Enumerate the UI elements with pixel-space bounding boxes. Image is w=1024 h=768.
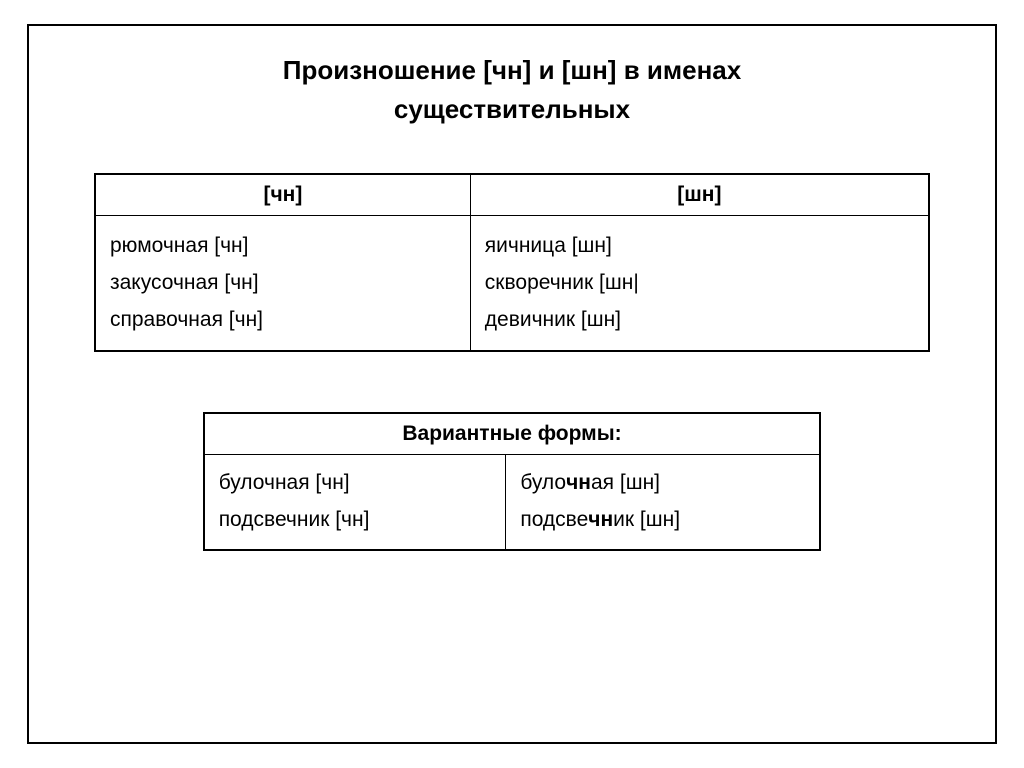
main-table: [чн] [шн] рюмочная [чн] закусочная [чн] … [94,173,930,352]
table2-cell-col1: булочная [чн] подсвечник [чн] [204,455,506,550]
title-line-2: существительных [394,94,630,124]
table1-cell-col2: яичница [шн] скворечник [шн| девичник [ш… [470,216,929,352]
table1-cell-col1: рюмочная [чн] закусочная [чн] справочная… [95,216,470,352]
table2-col2-item-0: булочная [шн] [520,465,805,502]
table1-header-col1: [чн] [95,174,470,216]
table1-header-col2: [шн] [470,174,929,216]
page-title: Произношение [чн] и [шн] в именах сущест… [94,51,930,129]
table1-col1-item-2: справочная [чн] [110,302,456,339]
table2-col1-item-0: булочная [чн] [219,465,492,502]
table1-col2-item-1: скворечник [шн| [485,265,914,302]
title-line-1: Произношение [чн] и [шн] в именах [283,55,741,85]
table1-col1-item-0: рюмочная [чн] [110,228,456,265]
variant-table: Вариантные формы: булочная [чн] подсвечн… [203,412,822,551]
table1-col2-item-2: девичник [шн] [485,302,914,339]
table1-col1-item-1: закусочная [чн] [110,265,456,302]
document-frame: Произношение [чн] и [шн] в именах сущест… [27,24,997,744]
table2-cell-col2: булочная [шн] подсвечник [шн] [506,455,820,550]
table2-col2-item-1: подсвечник [шн] [520,502,805,539]
table2-col1-item-1: подсвечник [чн] [219,502,492,539]
table2-header: Вариантные формы: [204,413,821,455]
table1-col2-item-0: яичница [шн] [485,228,914,265]
